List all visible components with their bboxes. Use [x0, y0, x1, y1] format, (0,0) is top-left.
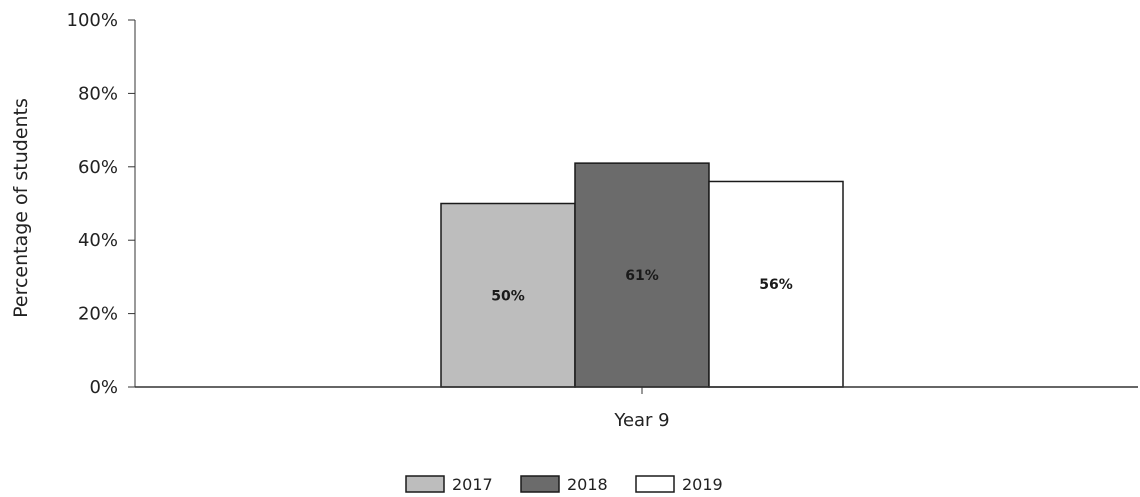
x-tick-label: Year 9 — [613, 410, 669, 431]
legend-swatch-2017 — [405, 475, 445, 493]
x-axis: Year 9 — [135, 386, 1138, 431]
bar-2019 — [708, 180, 844, 388]
legend-label-2018: 2018 — [567, 475, 608, 494]
y-tick-label: 40% — [78, 230, 118, 251]
data-label-2017: 50% — [491, 288, 525, 304]
bar-2018 — [574, 162, 710, 388]
data-label-2019: 56% — [759, 277, 793, 293]
legend-label-2017: 2017 — [452, 475, 493, 494]
legend-label-2019: 2019 — [682, 475, 723, 494]
y-axis-title: Percentage of students — [10, 98, 32, 318]
y-tick-label: 100% — [67, 10, 118, 31]
y-tick-label: 60% — [78, 157, 118, 178]
legend-swatch-2018 — [520, 475, 560, 493]
y-tick-label: 20% — [78, 304, 118, 325]
data-label-2018: 61% — [625, 268, 659, 284]
y-tick-label: 80% — [78, 83, 118, 104]
y-tick-label: 0% — [89, 377, 118, 398]
y-axis: 0% 20% 40% 60% 80% 100% — [67, 10, 136, 398]
legend: 2017 2018 2019 — [405, 475, 723, 494]
bars: 50% 61% 56% — [440, 162, 844, 388]
legend-swatch-2019 — [635, 475, 675, 493]
